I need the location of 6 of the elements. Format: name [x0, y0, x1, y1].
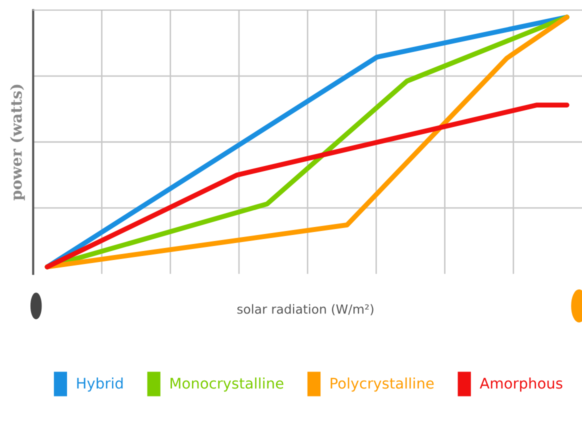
legend-label: Polycrystalline	[330, 377, 434, 392]
y-axis-title: power (watts)	[10, 84, 25, 200]
legend-label: Monocrystalline	[170, 377, 284, 392]
legend-label: Hybrid	[77, 377, 123, 392]
legend-label: Amorphous	[480, 377, 562, 392]
x-axis-title: solar radiation (W/m²)	[237, 304, 374, 316]
